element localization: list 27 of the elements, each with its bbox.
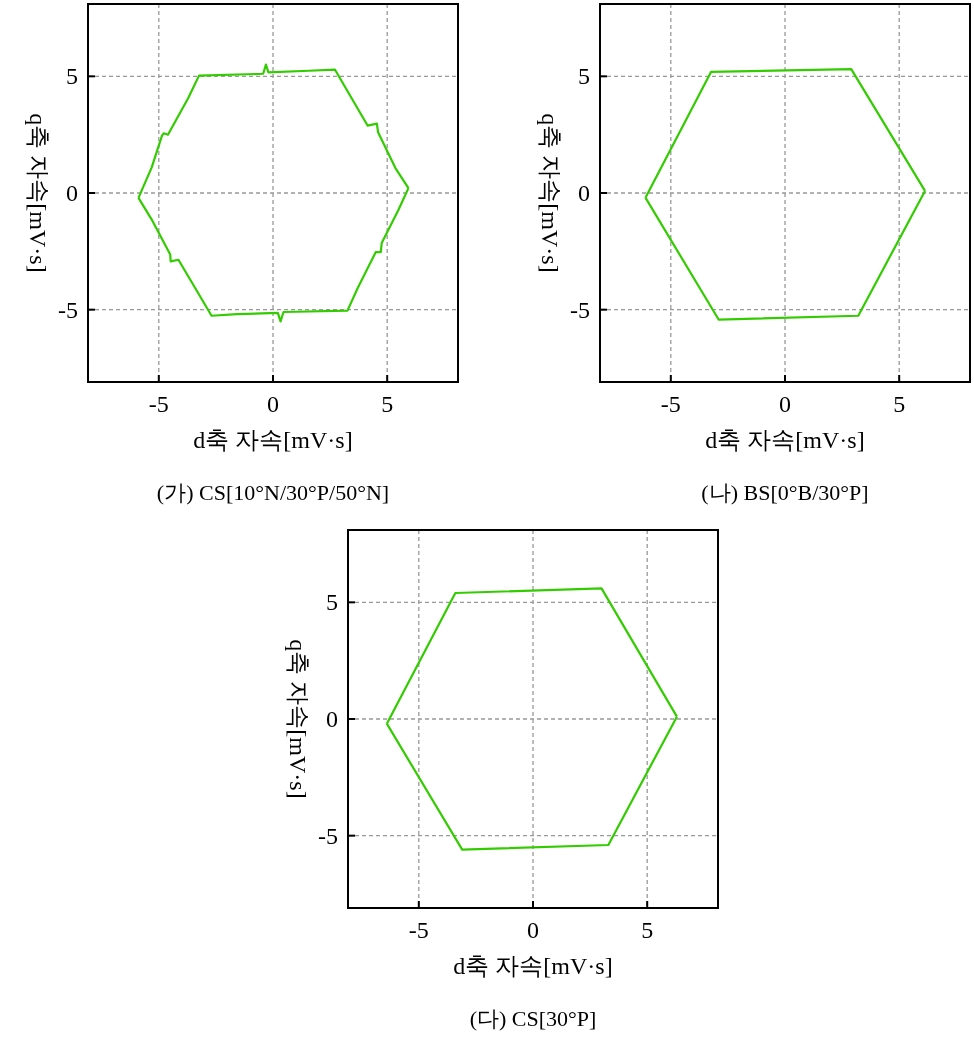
y-tick-label: -5 (318, 822, 338, 849)
x-tick-label: 5 (893, 391, 906, 417)
y-tick-label: 0 (326, 706, 338, 732)
y-tick-label: 5 (326, 589, 338, 616)
x-tick-label: 5 (381, 391, 394, 417)
text: (나) BS[0°B/30°P] (701, 480, 869, 505)
x-axis-title: d축 자속[mV·s] (705, 427, 865, 453)
y-axis-title: q축 자속[mV·s] (537, 113, 563, 273)
y-tick-label: 5 (578, 63, 590, 90)
y-tick-label: 0 (66, 180, 78, 206)
x-tick-label: 5 (641, 917, 654, 943)
y-tick-label: -5 (58, 296, 78, 323)
y-tick-label: 0 (578, 180, 590, 206)
y-axis-title: q축 자속[mV·s] (285, 639, 311, 799)
x-tick-label: 0 (779, 391, 791, 417)
x-tick-label: -5 (148, 391, 169, 417)
x-tick-label: -5 (660, 391, 681, 417)
x-tick-label: 0 (527, 917, 539, 943)
text: (다) CS[30°P] (469, 1006, 597, 1031)
x-tick-label: 0 (267, 391, 279, 417)
x-axis-title: d축 자속[mV·s] (193, 427, 353, 453)
x-axis-title: d축 자속[mV·s] (453, 953, 613, 979)
y-axis-title: q축 자속[mV·s] (25, 113, 51, 273)
x-tick-label: -5 (408, 917, 429, 943)
text: (가) CS[10°N/30°P/50°N] (156, 480, 390, 505)
y-tick-label: 5 (66, 63, 78, 90)
y-tick-label: -5 (570, 296, 590, 323)
